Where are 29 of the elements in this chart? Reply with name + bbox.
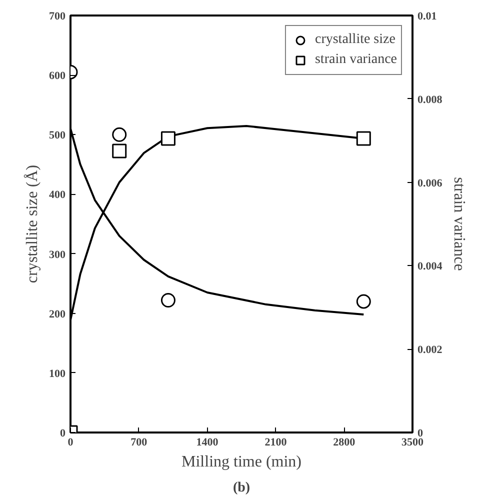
point — [160, 293, 176, 308]
y-tick-label: 200 — [49, 308, 66, 320]
y2-tick-label: 0 — [418, 428, 424, 440]
y2-tick-label: 0.008 — [418, 94, 443, 106]
y-tick-label: 700 — [49, 10, 66, 22]
x-tick-label: 0 — [68, 436, 74, 448]
y-tick-label: 600 — [49, 70, 66, 82]
y-tick-label: 500 — [49, 130, 66, 142]
x-tick-label: 1400 — [196, 436, 219, 448]
legend-label: strain variance — [314, 52, 397, 68]
text: (b) — [232, 480, 250, 496]
y-tick-label: 400 — [49, 189, 66, 202]
y2-tick-label: 0.004 — [418, 260, 443, 273]
x-tick-label: 3500 — [402, 436, 424, 448]
point — [112, 127, 127, 142]
x-tick-label: 2800 — [333, 436, 356, 448]
y-axis-title: crystallite size (Å) — [23, 164, 41, 284]
y-tick-label: 300 — [49, 248, 66, 261]
x-axis-title: Milling time (min) — [182, 454, 302, 470]
x-tick-label: 700 — [130, 436, 148, 448]
y2-axis-title: strain variance — [450, 177, 468, 271]
point — [356, 294, 371, 309]
legend-label: crystallite size — [314, 32, 396, 48]
y2-tick-label: 0.006 — [418, 177, 443, 190]
x-tick-label: 2100 — [264, 436, 288, 448]
y-tick-label: 100 — [49, 368, 66, 380]
y-tick-label: 0 — [60, 428, 66, 440]
y2-tick-label: 0.002 — [418, 344, 443, 356]
y2-tick-label: 0.01 — [418, 10, 437, 22]
